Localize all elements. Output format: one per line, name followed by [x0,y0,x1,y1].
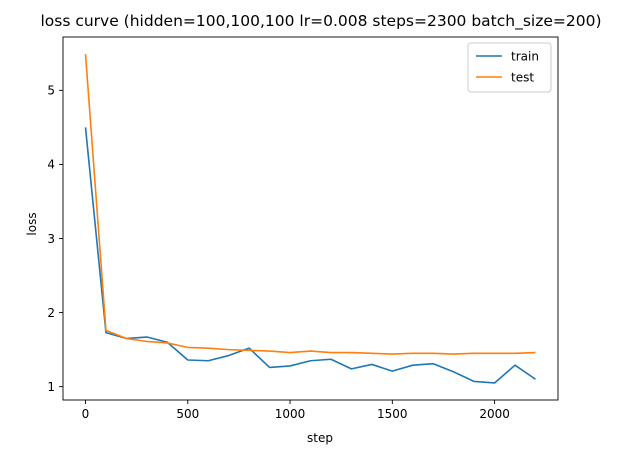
plot-area [63,37,558,400]
x-tick-label: 0 [82,407,90,421]
series-line-train [84,127,536,384]
x-tick-label: 500 [176,407,199,421]
x-tick-label: 1000 [275,407,306,421]
y-tick-label: 5 [47,84,55,98]
series-line-test [84,53,536,355]
x-tick-label: 1500 [377,407,408,421]
y-tick-label: 3 [47,232,55,246]
y-tick-label: 1 [47,380,55,394]
plot-background [63,37,558,400]
y-axis-label: loss [25,212,39,235]
legend: train test [467,42,552,93]
y-tick-label: 2 [47,306,55,320]
legend-label-train: train [511,49,539,63]
plot-frame [62,36,559,401]
y-tick-label: 4 [47,158,55,172]
axes: 0 500 1000 1500 2000 1 2 3 4 5 [47,36,559,421]
x-tick-label: 2000 [479,407,510,421]
x-axis-label: step [307,431,333,445]
chart-title: loss curve (hidden=100,100,100 lr=0.008 … [40,12,601,31]
legend-label-test: test [511,70,534,84]
series-lines [84,53,536,384]
